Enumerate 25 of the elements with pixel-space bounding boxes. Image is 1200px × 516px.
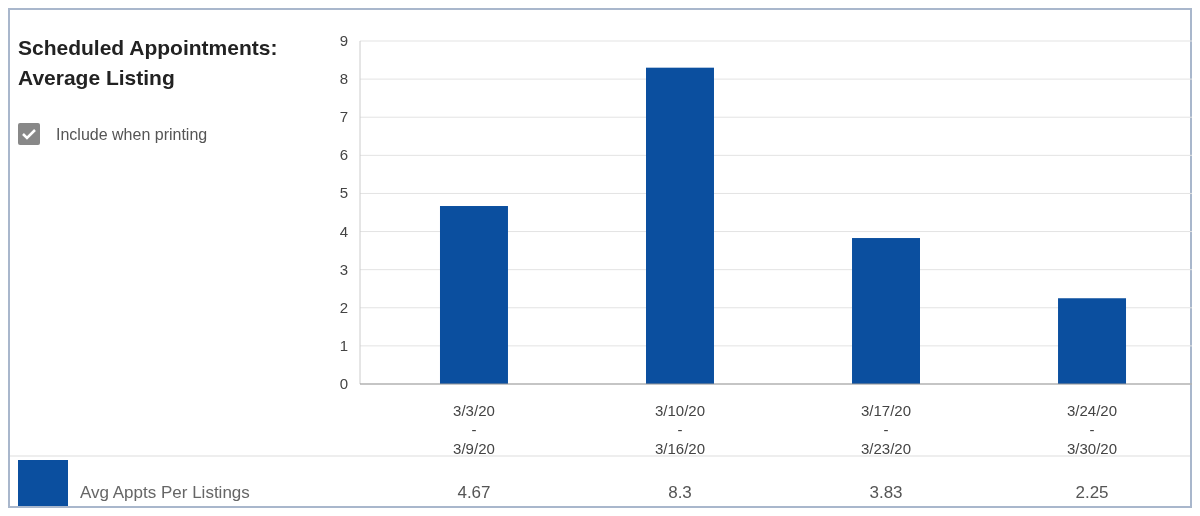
- y-tick-label: 8: [339, 70, 348, 88]
- y-tick-label: 4: [339, 222, 348, 240]
- data-label: 8.3: [668, 483, 692, 502]
- data-label: 2.25: [1075, 483, 1109, 502]
- y-tick-label: 0: [339, 375, 348, 392]
- text: Include when printing: [56, 126, 208, 143]
- bar: [1058, 298, 1127, 384]
- y-tick-label: 2: [339, 298, 348, 316]
- y-tick-label: 5: [339, 184, 348, 202]
- text: Scheduled Appointments: Average Listing: [18, 36, 278, 89]
- bar: [646, 67, 714, 384]
- x-tick-label: 3/3/20 - 3/9/20: [453, 402, 495, 457]
- x-tick-label: 3/24/20 - 3/30/20: [1067, 402, 1118, 457]
- x-tick-label: 3/17/20 - 3/23/20: [860, 402, 912, 457]
- text: Avg Appts Per Listings: [80, 483, 250, 502]
- bar: [852, 238, 920, 384]
- y-tick-label: 9: [339, 32, 348, 49]
- y-tick-label: 7: [339, 108, 348, 126]
- bar: [439, 206, 508, 384]
- x-tick-label: 3/10/20 - 3/16/20: [654, 402, 706, 457]
- y-tick-label: 6: [339, 146, 348, 164]
- y-tick-label: 1: [339, 336, 348, 354]
- y-tick-label: 3: [339, 260, 348, 278]
- data-label: 4.67: [457, 483, 491, 502]
- data-label: 3.83: [869, 483, 903, 502]
